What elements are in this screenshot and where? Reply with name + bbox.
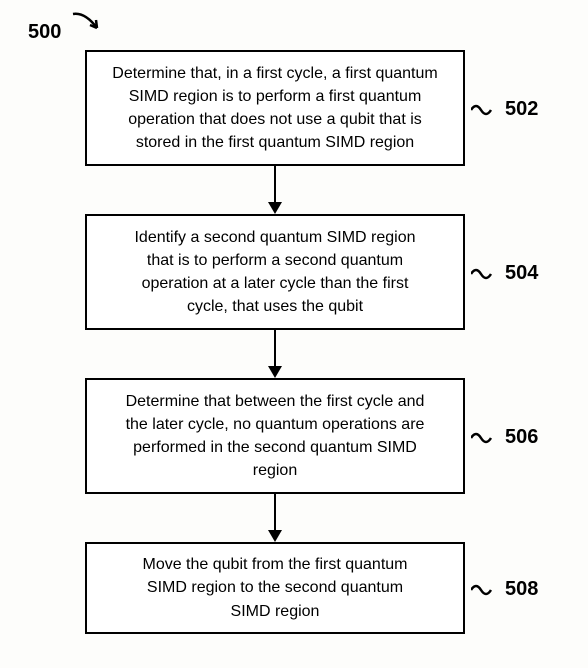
flow-step-text: Determine that, in a first cycle, a firs… — [107, 62, 443, 155]
figure-number: 500 — [28, 8, 107, 44]
figure-number-text: 500 — [28, 21, 61, 43]
flow-step: Determine that, in a first cycle, a firs… — [85, 50, 465, 166]
lead-line-icon — [471, 578, 495, 602]
flow-step: Identify a second quantum SIMD region th… — [85, 214, 465, 330]
flow-arrow-icon — [268, 330, 282, 378]
lead-line-icon — [471, 426, 495, 450]
lead-line-icon — [471, 98, 495, 122]
flow-step-text: Identify a second quantum SIMD region th… — [123, 226, 427, 319]
flow-step-text: Determine that between the first cycle a… — [123, 390, 427, 483]
step-number: 502 — [505, 98, 538, 121]
flow-arrow-icon — [268, 166, 282, 214]
flow-step: Move the qubit from the first quantum SI… — [85, 542, 465, 634]
step-number: 506 — [505, 426, 538, 449]
flow-arrow-icon — [268, 494, 282, 542]
flow-step-text: Move the qubit from the first quantum SI… — [131, 553, 419, 623]
figure-arrow-icon — [71, 8, 107, 44]
step-number: 508 — [505, 578, 538, 601]
flow-step: Determine that between the first cycle a… — [85, 378, 465, 494]
step-number: 504 — [505, 262, 538, 285]
flowchart: Determine that, in a first cycle, a firs… — [85, 50, 465, 634]
lead-line-icon — [471, 262, 495, 286]
